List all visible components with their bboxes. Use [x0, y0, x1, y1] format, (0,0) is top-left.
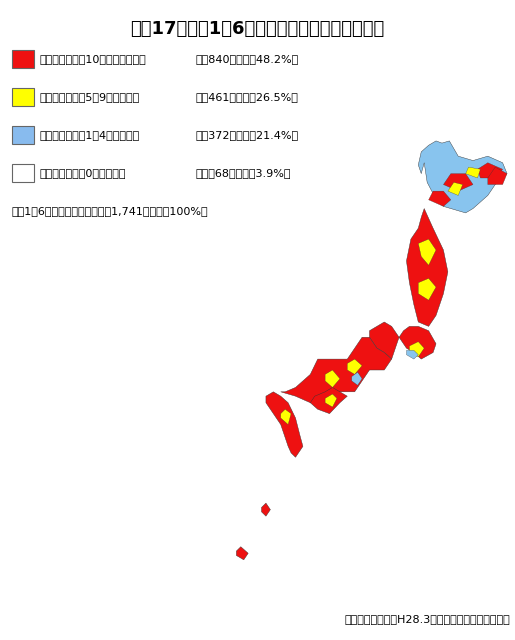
- Polygon shape: [418, 278, 436, 300]
- Text: （平1　6年末　全市町村数）：1,741市町村（100%）: （平1 6年末 全市町村数）：1,741市町村（100%）: [12, 206, 209, 216]
- Polygon shape: [428, 191, 451, 206]
- Polygon shape: [325, 394, 337, 407]
- Polygon shape: [262, 503, 270, 516]
- Polygon shape: [406, 209, 448, 326]
- Polygon shape: [488, 167, 507, 184]
- Polygon shape: [311, 387, 347, 413]
- FancyBboxPatch shape: [12, 126, 34, 144]
- Polygon shape: [369, 322, 399, 359]
- FancyBboxPatch shape: [12, 50, 34, 68]
- Polygon shape: [443, 173, 473, 191]
- Polygon shape: [418, 141, 507, 213]
- Polygon shape: [399, 326, 436, 359]
- Polygon shape: [466, 167, 480, 178]
- Polygon shape: [347, 359, 362, 374]
- Polygon shape: [448, 182, 462, 195]
- Polygon shape: [281, 337, 392, 403]
- Text: ：　840市町村（48.2%）: ： 840市町村（48.2%）: [195, 54, 298, 64]
- Polygon shape: [406, 350, 418, 359]
- Text: 水害（河川）が5～9回の市町村: 水害（河川）が5～9回の市町村: [40, 92, 140, 102]
- Polygon shape: [236, 547, 248, 560]
- Text: 水害（河川）が0回の市町村: 水害（河川）が0回の市町村: [40, 168, 127, 178]
- Text: 水害（河川）が10回以上の市町村: 水害（河川）が10回以上の市町村: [40, 54, 147, 64]
- Polygon shape: [325, 370, 340, 387]
- Polygon shape: [477, 163, 503, 178]
- Text: ：　461市町村（26.5%）: ： 461市町村（26.5%）: [195, 92, 298, 102]
- Text: 資料：水害統計（H28.3）をもとに国土交通省作成: 資料：水害統計（H28.3）をもとに国土交通省作成: [344, 614, 510, 624]
- Text: ：　　68市町村（3.9%）: ： 68市町村（3.9%）: [195, 168, 290, 178]
- Text: 平成17年～平1　6年　水害（河川）の発生状況: 平成17年～平1 6年 水害（河川）の発生状況: [130, 20, 384, 38]
- Text: 水害（河川）が1～4回の市町村: 水害（河川）が1～4回の市町村: [40, 130, 140, 140]
- Polygon shape: [418, 239, 436, 265]
- Polygon shape: [266, 392, 303, 457]
- Polygon shape: [352, 372, 362, 385]
- FancyBboxPatch shape: [12, 164, 34, 182]
- Text: ：　372市町村（21.4%）: ： 372市町村（21.4%）: [195, 130, 298, 140]
- FancyBboxPatch shape: [12, 88, 34, 106]
- Polygon shape: [281, 409, 291, 424]
- Polygon shape: [409, 342, 424, 357]
